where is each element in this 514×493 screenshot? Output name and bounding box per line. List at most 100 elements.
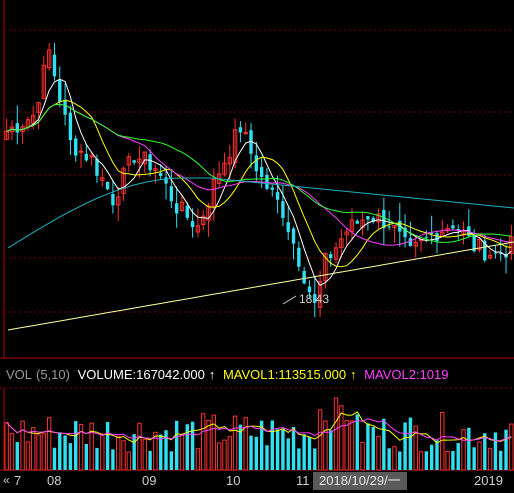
candle-body	[132, 160, 136, 163]
candle-body	[142, 151, 147, 165]
volume-bar	[382, 418, 386, 470]
candle-body	[201, 215, 206, 226]
candle-body	[74, 138, 78, 156]
mavol1-line	[6, 411, 512, 444]
candle-body	[232, 129, 238, 163]
candle-body	[281, 201, 285, 219]
candle-body	[302, 270, 306, 284]
candle-body	[317, 280, 323, 308]
up-arrow-icon: ↑	[350, 367, 357, 382]
candle-body	[451, 225, 455, 229]
candle-body	[95, 158, 99, 176]
volume-bar	[360, 441, 365, 471]
volume-bar	[275, 429, 280, 470]
candle-body	[297, 247, 301, 267]
volume-value: VOLUME:167042.000	[77, 367, 205, 382]
volume-bar	[467, 427, 471, 470]
volume-bar	[46, 417, 52, 471]
candle-body	[371, 217, 375, 223]
candle-body	[387, 226, 391, 228]
volume-bar	[286, 438, 290, 470]
volume-bar	[25, 441, 31, 471]
candle-body	[265, 174, 269, 189]
candle-body	[121, 167, 126, 195]
candle-body	[190, 221, 195, 228]
candle-body	[313, 294, 317, 303]
volume-bar	[4, 422, 9, 471]
volume-bar	[89, 422, 94, 471]
candle-body	[46, 49, 52, 69]
candle-body	[179, 201, 185, 212]
volume-bar	[74, 421, 78, 470]
volume-bar	[493, 432, 498, 470]
volume-bar	[201, 413, 206, 471]
volume-bar	[232, 415, 238, 471]
candle-body	[185, 205, 189, 218]
volume-bar	[222, 439, 227, 471]
candle-body	[89, 155, 94, 158]
volume-bar	[313, 448, 317, 470]
candle-body	[52, 54, 57, 77]
volume-bar	[95, 447, 99, 470]
volume-bar	[509, 423, 514, 471]
candle-body	[153, 168, 158, 171]
volume-bar	[164, 430, 168, 470]
volume-bar	[403, 422, 407, 470]
volume-bar	[216, 442, 222, 471]
mavol2-value: MAVOL2:1019	[364, 367, 449, 382]
volume-bar	[504, 429, 508, 470]
volume-bar	[424, 451, 429, 470]
candle-body	[41, 64, 47, 100]
volume-bar	[227, 436, 232, 471]
candle-body	[111, 193, 115, 206]
volume-bar	[307, 436, 312, 470]
candle-body	[429, 232, 434, 234]
candle-body	[206, 205, 211, 221]
candle-body	[137, 158, 142, 164]
candle-body	[58, 79, 62, 102]
volume-bar	[483, 433, 487, 470]
candle-body	[159, 173, 163, 177]
volume-bar	[238, 424, 243, 470]
volume-bar	[20, 420, 25, 471]
candle-body	[63, 99, 67, 115]
candle-body	[259, 167, 264, 177]
ma-line-5	[7, 177, 514, 249]
candle-body	[78, 150, 84, 153]
candle-body	[238, 127, 243, 133]
candle-body	[4, 130, 9, 140]
volume-bar	[84, 444, 89, 470]
candle-body	[344, 231, 349, 236]
candle-body	[243, 132, 248, 135]
volume-bar	[413, 425, 418, 471]
scroll-left-icon[interactable]: «	[3, 473, 10, 487]
min-price-pointer	[282, 295, 297, 305]
candle-body	[116, 196, 121, 206]
x-tick-label: 11	[296, 473, 310, 488]
volume-bar	[429, 444, 434, 470]
mavol1-value: MAVOL1:113515.000	[222, 367, 347, 382]
candle-body	[493, 252, 498, 254]
volume-bar	[333, 397, 339, 471]
volume-bar	[211, 414, 217, 471]
candle-body	[477, 239, 482, 251]
volume-bar	[137, 422, 142, 471]
mavol2-line	[6, 418, 512, 442]
volume-bar	[445, 450, 450, 471]
volume-bar	[243, 417, 248, 471]
volume-bar	[121, 440, 126, 471]
volume-bar	[371, 426, 375, 470]
volume-bar	[329, 430, 333, 470]
volume-bar	[68, 443, 73, 470]
volume-bar	[472, 447, 476, 470]
vol-indicator-params: (5,10)	[36, 367, 70, 382]
candle-body	[211, 179, 217, 208]
volume-bar	[195, 448, 201, 471]
candle-body	[84, 153, 89, 161]
volume-bar	[78, 424, 84, 471]
candle-body	[408, 238, 413, 247]
volume-bar	[15, 442, 19, 470]
volume-bar	[206, 419, 211, 471]
